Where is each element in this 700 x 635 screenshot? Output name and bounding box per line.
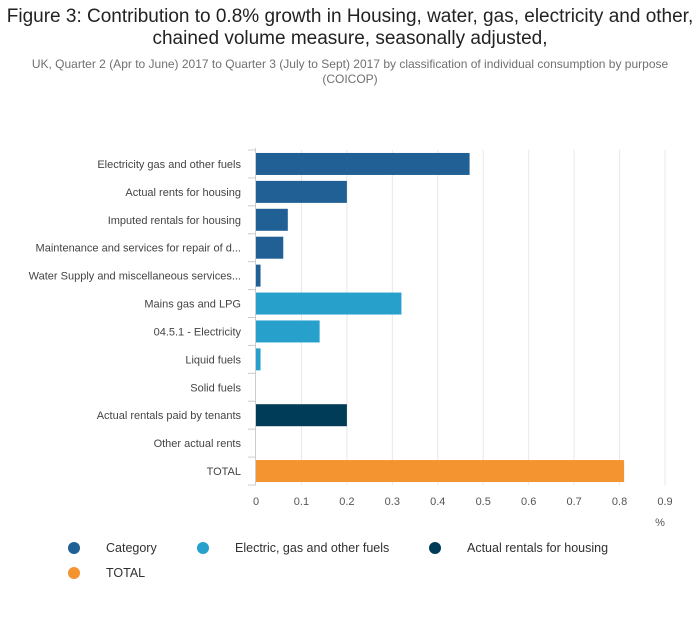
bar bbox=[256, 236, 284, 259]
bar bbox=[256, 404, 347, 427]
x-tick-label: 0.1 bbox=[294, 496, 309, 508]
x-axis-label: % bbox=[655, 517, 665, 529]
x-tick-label: 0 bbox=[253, 496, 259, 508]
category-label: Actual rents for housing bbox=[125, 187, 241, 199]
category-label: TOTAL bbox=[207, 466, 241, 478]
x-tick-label: 0.7 bbox=[566, 496, 581, 508]
category-label: Water Supply and miscellaneous services.… bbox=[29, 271, 241, 283]
category-label: Solid fuels bbox=[190, 382, 241, 394]
category-label: Actual rentals paid by tenants bbox=[97, 410, 242, 422]
x-tick-label: 0.2 bbox=[339, 496, 354, 508]
bar bbox=[256, 180, 347, 203]
x-tick-label: 0.3 bbox=[385, 496, 400, 508]
x-tick-label: 0.4 bbox=[430, 496, 445, 508]
chart-title: Figure 3: Contribution to 0.8% growth in… bbox=[6, 6, 694, 49]
x-tick-label: 0.6 bbox=[521, 496, 536, 508]
bar bbox=[256, 292, 402, 315]
bar bbox=[256, 152, 470, 175]
category-label: Maintenance and services for repair of d… bbox=[36, 243, 241, 255]
category-label: Imputed rentals for housing bbox=[108, 215, 241, 227]
bar bbox=[256, 264, 261, 287]
x-tick-label: 0.9 bbox=[657, 496, 672, 508]
bar bbox=[256, 460, 625, 483]
category-label: Mains gas and LPG bbox=[144, 299, 241, 311]
bar bbox=[256, 320, 320, 343]
bar bbox=[256, 348, 261, 371]
x-tick-label: 0.5 bbox=[476, 496, 491, 508]
chart-subtitle: UK, Quarter 2 (Apr to June) 2017 to Quar… bbox=[31, 57, 669, 86]
category-label: Liquid fuels bbox=[185, 354, 241, 366]
x-tick-label: 0.8 bbox=[612, 496, 627, 508]
category-label: Other actual rents bbox=[154, 438, 242, 450]
category-label: Electricity gas and other fuels bbox=[97, 159, 241, 171]
bar bbox=[256, 208, 288, 231]
category-label: 04.5.1 - Electricity bbox=[154, 326, 242, 338]
